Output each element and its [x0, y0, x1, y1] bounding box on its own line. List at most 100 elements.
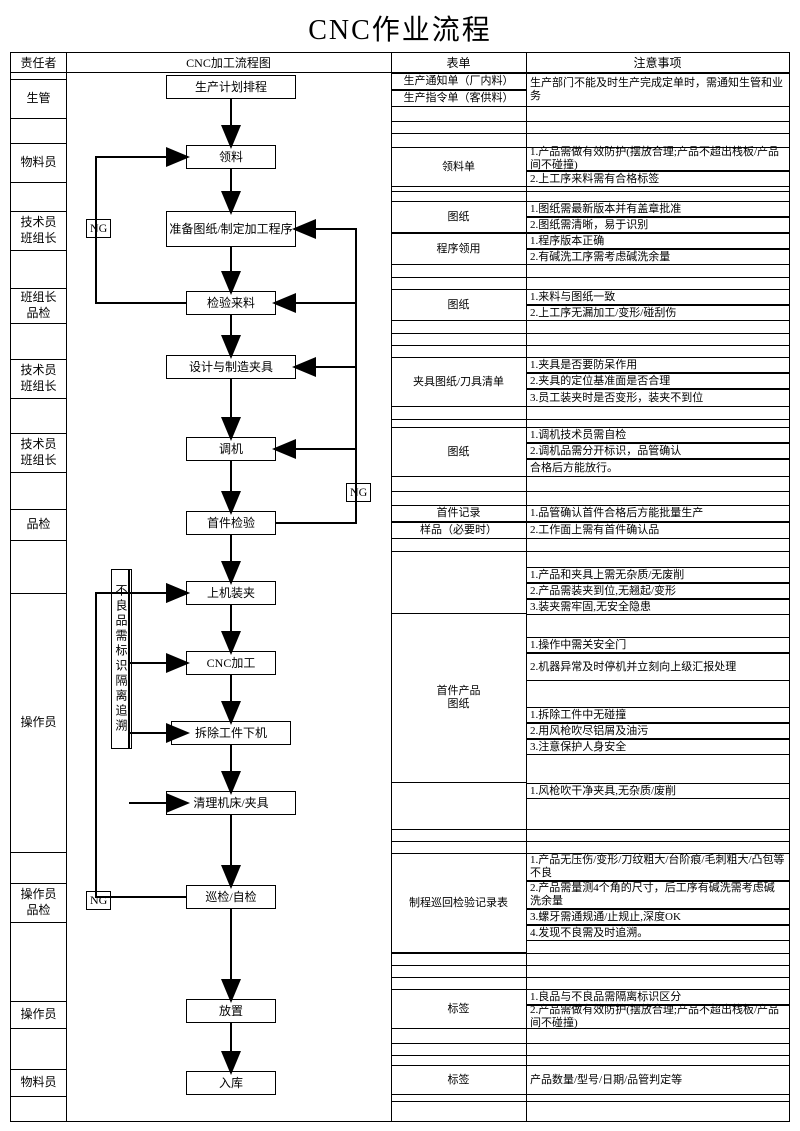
note-cell-9: 1.夹具是否要防呆作用 [526, 357, 789, 373]
flow-node-n9: CNC加工 [186, 651, 276, 675]
form-cell-1: 生产指令单（客供料） [391, 90, 526, 107]
header-flow: CNC加工流程图 [66, 53, 391, 73]
row-sep-10 [391, 841, 789, 842]
note-cell-19: 3.装夹需牢固,无安全隐患 [526, 599, 789, 615]
note-cell-13: 2.调机品需分开标识，品管确认 [526, 443, 789, 459]
flow-node-n11: 清理机床/夹具 [166, 791, 296, 815]
form-cell-11: 制程巡回检验记录表 [391, 853, 526, 953]
row-sep-14 [391, 1043, 789, 1044]
row-sep-8 [391, 551, 789, 552]
ng-label-1: NG [86, 891, 111, 910]
note-cell-11: 3.员工装夹时是否变形，装夹不到位 [526, 389, 789, 407]
row-sep-6 [391, 419, 789, 420]
flow-node-n2: 领料 [186, 145, 276, 169]
row-sep-11 [391, 953, 789, 954]
note-cell-15: 1.品管确认首件合格后方能批量生产 [526, 505, 789, 522]
row-sep-15 [391, 1055, 789, 1056]
form-cell-5: 图纸 [391, 289, 526, 321]
note-cell-4: 2.图纸需清晰，易于识别 [526, 217, 789, 233]
flow-node-n10: 拆除工件下机 [171, 721, 291, 745]
note-cell-7: 1.来料与图纸一致 [526, 289, 789, 305]
flow-node-n13: 放置 [186, 999, 276, 1023]
note-cell-31: 2.产品需做有效防护(摆放合理;产品不超出栈板/产品间不碰撞) [526, 1005, 789, 1029]
note-cell-5: 1.程序版本正确 [526, 233, 789, 249]
note-cell-22: 1.拆除工件中无碰撞 [526, 707, 789, 723]
form-cell-10: 首件产品 图纸 [391, 613, 526, 783]
note-cell-1: 1.产品需做有效防护(摆放合理;产品不超出栈板/产品间不碰撞) [526, 147, 789, 171]
form-cell-13: 标签 [391, 1065, 526, 1095]
header-notes: 注意事项 [526, 53, 789, 73]
resp-cell-5: 技术员班组长 [11, 433, 66, 473]
row-sep-12 [391, 965, 789, 966]
flow-node-n4: 检验来料 [186, 291, 276, 315]
note-cell-30: 1.良品与不良品需隔离标识区分 [526, 989, 789, 1005]
ng-label-0: NG [86, 219, 111, 238]
note-cell-23: 2.用风枪吹尽铝屑及油污 [526, 723, 789, 739]
note-cell-21: 2.机器异常及时停机并立刻向上级汇报处理 [526, 653, 789, 681]
note-cell-32: 产品数量/型号/日期/品管判定等 [526, 1065, 789, 1095]
ng-label-2: NG [346, 483, 371, 502]
note-cell-16: 2.工作面上需有首件确认品 [526, 522, 789, 539]
note-cell-17: 1.产品和夹具上需无杂质/无废削 [526, 567, 789, 583]
form-cell-6: 夹具图纸/刀具清单 [391, 357, 526, 407]
note-cell-12: 1.调机技术员需自检 [526, 427, 789, 443]
note-cell-29: 4.发现不良需及时追溯。 [526, 925, 789, 941]
row-sep-3 [391, 277, 789, 278]
note-cell-25: 1.风枪吹干净夹具,无杂质/废削 [526, 783, 789, 799]
resp-cell-0: 生管 [11, 79, 66, 119]
note-cell-2: 2.上工序来料需有合格标签 [526, 171, 789, 187]
flow-node-n8: 上机装夹 [186, 581, 276, 605]
row-sep-4 [391, 333, 789, 334]
note-cell-20: 1.操作中需关安全门 [526, 637, 789, 653]
resp-cell-10: 物料员 [11, 1069, 66, 1097]
note-cell-24: 3.注意保护人身安全 [526, 739, 789, 755]
row-sep-16 [391, 1101, 789, 1102]
flow-node-n7: 首件检验 [186, 511, 276, 535]
note-cell-10: 2.夹具的定位基准面是否合理 [526, 373, 789, 389]
row-sep-2 [391, 191, 789, 192]
form-cell-7: 图纸 [391, 427, 526, 477]
header-form: 表单 [391, 53, 526, 73]
row-sep-9 [391, 829, 789, 830]
resp-cell-8: 操作员品检 [11, 883, 66, 923]
form-cell-4: 程序领用 [391, 233, 526, 265]
flow-node-n3: 准备图纸/制定加工程序 [166, 211, 296, 247]
flow-node-n12: 巡检/自检 [186, 885, 276, 909]
note-cell-18: 2.产品需装夹到位,无翘起/变形 [526, 583, 789, 599]
col-divider-1 [66, 53, 67, 1121]
resp-cell-3: 班组长品检 [11, 288, 66, 324]
form-cell-9: 样品（必要时） [391, 522, 526, 539]
header-resp: 责任者 [11, 53, 66, 73]
resp-cell-7: 操作员 [11, 593, 66, 853]
defect-isolation-label: 不良品需标识隔离追溯 [111, 569, 132, 749]
flow-node-n14: 入库 [186, 1071, 276, 1095]
note-cell-0: 生产部门不能及时生产完成定单时，需通知生管和业务 [526, 73, 789, 107]
flow-node-n5: 设计与制造夹具 [166, 355, 296, 379]
form-cell-3: 图纸 [391, 201, 526, 233]
form-cell-8: 首件记录 [391, 505, 526, 522]
note-cell-26: 1.产品无压伤/变形/刀纹粗大/台阶痕/毛刺粗大/凸包等不良 [526, 853, 789, 881]
flow-node-n6: 调机 [186, 437, 276, 461]
resp-cell-9: 操作员 [11, 1001, 66, 1029]
resp-cell-4: 技术员班组长 [11, 359, 66, 399]
form-cell-12: 标签 [391, 989, 526, 1029]
page-title: CNC作业流程 [0, 0, 800, 52]
row-sep-1 [391, 133, 789, 134]
resp-cell-6: 品检 [11, 509, 66, 541]
note-cell-3: 1.图纸需最新版本并有盖章批准 [526, 201, 789, 217]
form-cell-0: 生产通知单（厂内料） [391, 73, 526, 90]
note-cell-28: 3.螺牙需通规通/止规止,深度OK [526, 909, 789, 925]
form-cell-2: 领料单 [391, 147, 526, 187]
row-sep-7 [391, 491, 789, 492]
header-row: 责任者 CNC加工流程图 表单 注意事项 [11, 53, 789, 73]
row-sep-13 [391, 977, 789, 978]
resp-cell-1: 物料员 [11, 143, 66, 183]
note-cell-14: 合格后方能放行。 [526, 459, 789, 477]
diagram-container: 责任者 CNC加工流程图 表单 注意事项 生管物料员技术员班组长班组长品检技术员… [10, 52, 790, 1122]
note-cell-6: 2.有碱洗工序需考虑碱洗余量 [526, 249, 789, 265]
row-sep-5 [391, 345, 789, 346]
flow-node-n1: 生产计划排程 [166, 75, 296, 99]
resp-cell-2: 技术员班组长 [11, 211, 66, 251]
note-cell-27: 2.产品需量测4个角的尺寸，后工序有碱洗需考虑碱洗余量 [526, 881, 789, 909]
row-sep-0 [391, 121, 789, 122]
